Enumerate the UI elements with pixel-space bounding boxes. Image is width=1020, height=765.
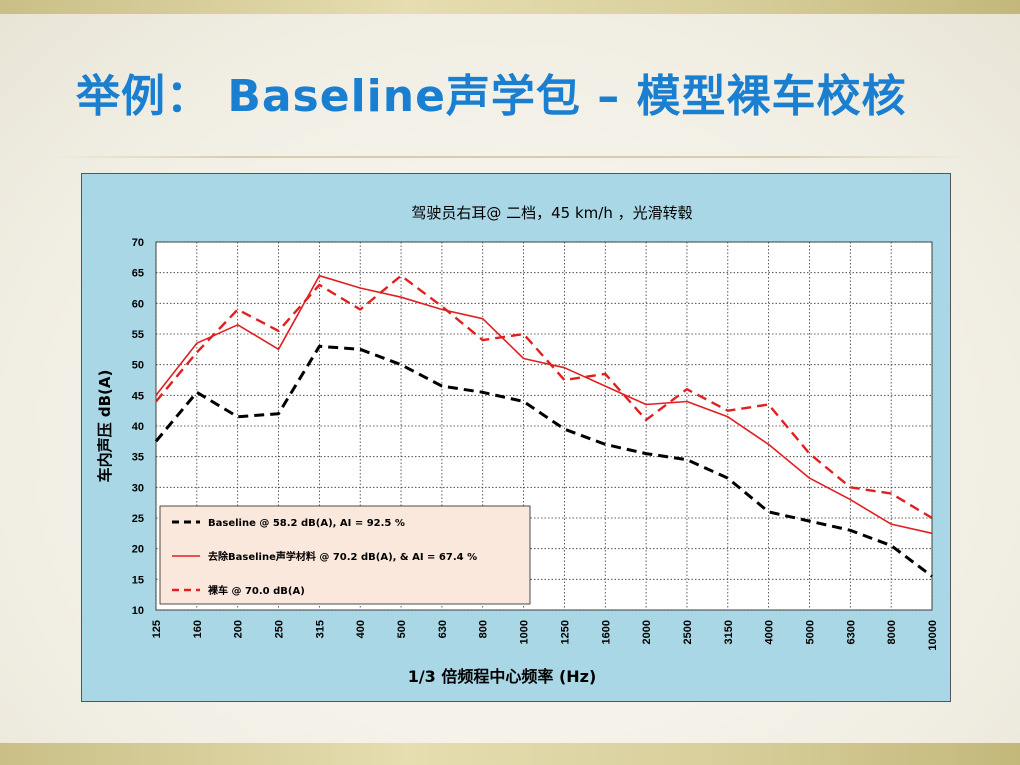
x-tick-label: 1600 [600, 620, 612, 644]
legend-label-3: 裸车 @ 70.0 dB(A) [208, 584, 305, 597]
y-tick-label: 20 [132, 544, 144, 556]
legend-box [159, 505, 531, 605]
x-tick-label: 10000 [927, 620, 939, 651]
series-line-2 [155, 274, 933, 535]
legend: Baseline @ 58.2 dB(A), AI = 92.5 % 去除Base… [159, 505, 531, 605]
title-divider [50, 156, 970, 158]
y-tick-label: 10 [132, 605, 144, 617]
y-tick-label: 45 [132, 390, 144, 402]
x-axis-label: 1/3 倍频程中心频率 (Hz) [408, 667, 597, 686]
x-tick-label: 315 [314, 620, 326, 638]
x-tick-label: 125 [151, 620, 163, 638]
x-tick-label: 500 [396, 620, 408, 638]
y-tick-label: 70 [132, 237, 144, 249]
y-tick-label: 25 [132, 513, 144, 525]
x-tick-label: 400 [355, 620, 367, 638]
series-line-1 [154, 344, 933, 578]
x-tick-label: 160 [192, 620, 204, 638]
series-line-3 [155, 274, 933, 520]
y-axis-label: 车内声压 dB(A) [96, 370, 114, 483]
legend-label-1: Baseline @ 58.2 dB(A), AI = 92.5 % [208, 518, 405, 529]
y-tick-label: 35 [132, 452, 144, 464]
y-tick-label: 50 [132, 360, 144, 372]
y-tick-label: 65 [132, 268, 144, 280]
x-tick-label: 250 [274, 620, 286, 638]
line-chart: 10 15 20 25 30 35 40 45 50 55 60 65 70 125 160 200 250 3… [96, 204, 939, 686]
x-axis-ticks: 125 160 200 250 315 400 500 630 800 1000 1250 1600 2… [151, 620, 939, 651]
y-tick-label: 40 [132, 421, 144, 433]
series-lines [154, 274, 933, 578]
y-axis-ticks: 10 15 20 25 30 35 40 45 50 55 60 65 70 [132, 237, 144, 617]
slide-title: 举例： Baseline声学包 – 模型裸车校核 [76, 71, 907, 122]
x-tick-label: 6300 [845, 620, 857, 644]
x-tick-label: 5000 [804, 620, 816, 644]
x-tick-label: 1000 [519, 620, 531, 644]
y-tick-label: 15 [132, 574, 144, 586]
x-tick-label: 800 [478, 620, 490, 638]
x-tick-label: 4000 [764, 620, 776, 644]
y-tick-label: 30 [132, 482, 144, 494]
x-tick-label: 630 [437, 620, 449, 638]
x-tick-label: 2000 [641, 620, 653, 644]
y-tick-label: 60 [132, 298, 144, 310]
x-tick-label: 3150 [723, 620, 735, 644]
chart-title: 驾驶员右耳@ 二档，45 km/h ，光滑转毂 [411, 204, 692, 222]
legend-label-2: 去除Baseline声学材料 @ 70.2 dB(A), & AI = 67.4… [208, 550, 477, 563]
x-tick-label: 2500 [682, 620, 694, 644]
x-tick-label: 1250 [559, 620, 571, 644]
x-tick-label: 200 [233, 620, 245, 638]
x-tick-label: 8000 [886, 620, 898, 644]
bottom-decorative-band [0, 743, 1020, 765]
y-tick-label: 55 [132, 329, 144, 341]
chart-frame: 10 15 20 25 30 35 40 45 50 55 60 65 70 125 160 200 250 3… [81, 173, 951, 702]
top-decorative-band [0, 0, 1020, 14]
